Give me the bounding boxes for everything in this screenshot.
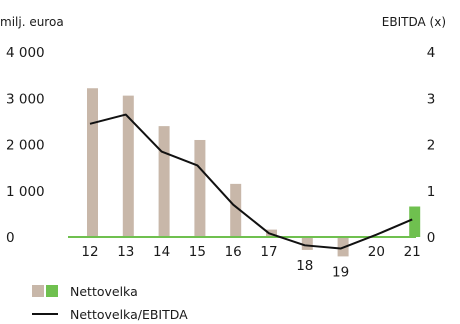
left-axis: 0 1 000 2 000 3 000 4 000 — [6, 45, 45, 246]
left-tick-label: 2 000 — [6, 138, 45, 154]
bar-14 — [158, 126, 170, 237]
bar-12 — [87, 88, 98, 238]
x-tick-label: 18 — [296, 258, 313, 274]
x-tick-label: 21 — [404, 244, 421, 260]
bar-18 — [301, 237, 313, 250]
legend-label-line: Nettovelka/EBITDA — [70, 307, 188, 322]
right-tick-label: 0 — [427, 230, 436, 246]
bar-13 — [122, 95, 134, 238]
ratio-line-series — [89, 113, 413, 250]
left-tick-label: 1 000 — [6, 184, 45, 200]
right-tick-label: 3 — [427, 91, 436, 107]
left-tick-label: 3 000 — [6, 91, 45, 107]
right-axis: 0 1 2 3 4 — [427, 45, 436, 246]
right-tick-label: 2 — [427, 138, 436, 154]
x-tick-label: 19 — [332, 264, 349, 280]
ratio-line — [89, 113, 413, 250]
x-tick-label: 13 — [117, 244, 134, 260]
bar-16 — [230, 183, 242, 237]
legend: Nettovelka Nettovelka/EBITDA — [32, 284, 188, 322]
bar-series — [87, 88, 421, 257]
x-axis: 12 13 14 15 16 17 18 19 20 21 — [81, 244, 420, 280]
x-tick-label: 15 — [189, 244, 206, 260]
left-axis-unit: milj. euroa — [0, 15, 64, 29]
legend-label-bars: Nettovelka — [70, 284, 138, 299]
right-tick-label: 4 — [427, 45, 436, 61]
x-tick-label: 17 — [260, 244, 277, 260]
legend-swatch-past — [32, 285, 44, 297]
right-tick-label: 1 — [427, 184, 436, 200]
right-axis-unit: EBITDA (x) — [382, 15, 446, 29]
x-tick-label: 16 — [225, 244, 242, 260]
left-tick-label: 4 000 — [6, 45, 45, 61]
bar-15 — [194, 139, 206, 237]
bar-21 — [409, 206, 421, 237]
x-tick-label: 14 — [153, 244, 170, 260]
x-tick-label: 12 — [81, 244, 98, 260]
left-tick-label: 0 — [6, 230, 15, 246]
legend-swatch-current — [46, 285, 58, 297]
x-tick-label: 20 — [368, 244, 385, 260]
